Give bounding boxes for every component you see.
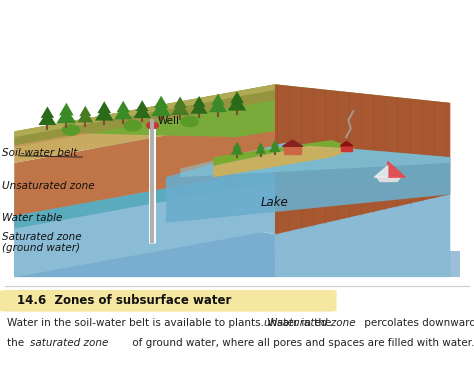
Text: Unsaturated zone: Unsaturated zone <box>2 180 95 191</box>
Polygon shape <box>191 100 208 114</box>
Polygon shape <box>377 177 401 182</box>
Polygon shape <box>79 106 91 116</box>
Polygon shape <box>14 252 460 277</box>
Polygon shape <box>269 143 281 152</box>
Polygon shape <box>151 100 171 116</box>
Polygon shape <box>271 140 279 147</box>
Text: Saturated zone
(ground water): Saturated zone (ground water) <box>2 232 82 253</box>
Polygon shape <box>171 101 189 115</box>
Polygon shape <box>340 141 353 146</box>
Polygon shape <box>14 84 450 137</box>
Polygon shape <box>134 104 151 118</box>
Polygon shape <box>275 84 450 234</box>
Polygon shape <box>255 145 266 153</box>
Polygon shape <box>14 182 275 277</box>
Polygon shape <box>114 105 132 119</box>
Polygon shape <box>213 146 356 177</box>
Polygon shape <box>14 84 275 146</box>
Polygon shape <box>14 114 450 234</box>
Text: Lake: Lake <box>261 196 289 209</box>
Polygon shape <box>14 84 275 137</box>
Text: percolates downward to: percolates downward to <box>361 318 474 328</box>
Text: Soil-water belt: Soil-water belt <box>2 148 78 158</box>
Text: unsaturated zone: unsaturated zone <box>264 318 356 328</box>
Polygon shape <box>228 96 246 111</box>
Polygon shape <box>38 111 56 125</box>
Polygon shape <box>180 143 450 177</box>
Polygon shape <box>190 0 474 171</box>
Polygon shape <box>283 140 303 146</box>
Text: Water in the soil-water belt is available to plants. Water in the: Water in the soil-water belt is availabl… <box>7 318 335 328</box>
Polygon shape <box>209 98 227 112</box>
Polygon shape <box>97 101 111 113</box>
Polygon shape <box>154 96 168 108</box>
Polygon shape <box>136 100 148 111</box>
Polygon shape <box>59 103 73 115</box>
Polygon shape <box>193 96 205 107</box>
Polygon shape <box>257 143 264 149</box>
Polygon shape <box>232 142 242 150</box>
Polygon shape <box>231 145 243 155</box>
FancyBboxPatch shape <box>0 290 337 312</box>
Circle shape <box>124 121 141 131</box>
Polygon shape <box>284 146 301 154</box>
Polygon shape <box>77 110 93 123</box>
Polygon shape <box>14 186 275 277</box>
Text: of ground water, where all pores and spaces are filled with water.: of ground water, where all pores and spa… <box>129 338 474 348</box>
Circle shape <box>63 125 80 135</box>
Polygon shape <box>41 106 54 118</box>
Polygon shape <box>14 116 275 216</box>
Polygon shape <box>56 108 76 123</box>
Text: saturated zone: saturated zone <box>30 338 108 348</box>
Polygon shape <box>166 143 450 223</box>
Polygon shape <box>275 166 450 186</box>
Circle shape <box>181 116 198 127</box>
Polygon shape <box>213 140 356 166</box>
Polygon shape <box>117 101 130 112</box>
Polygon shape <box>173 97 187 108</box>
Polygon shape <box>230 91 244 103</box>
Polygon shape <box>388 161 405 177</box>
Polygon shape <box>95 106 114 121</box>
Text: the: the <box>7 338 27 348</box>
Text: Water table: Water table <box>2 214 63 223</box>
Polygon shape <box>14 168 275 229</box>
Text: 14.6  Zones of subsurface water: 14.6 Zones of subsurface water <box>17 294 231 307</box>
Text: Well: Well <box>157 116 179 126</box>
Polygon shape <box>14 99 275 163</box>
Polygon shape <box>14 90 275 147</box>
Polygon shape <box>374 166 388 177</box>
Polygon shape <box>211 94 225 105</box>
Polygon shape <box>341 146 352 152</box>
Polygon shape <box>275 194 450 277</box>
